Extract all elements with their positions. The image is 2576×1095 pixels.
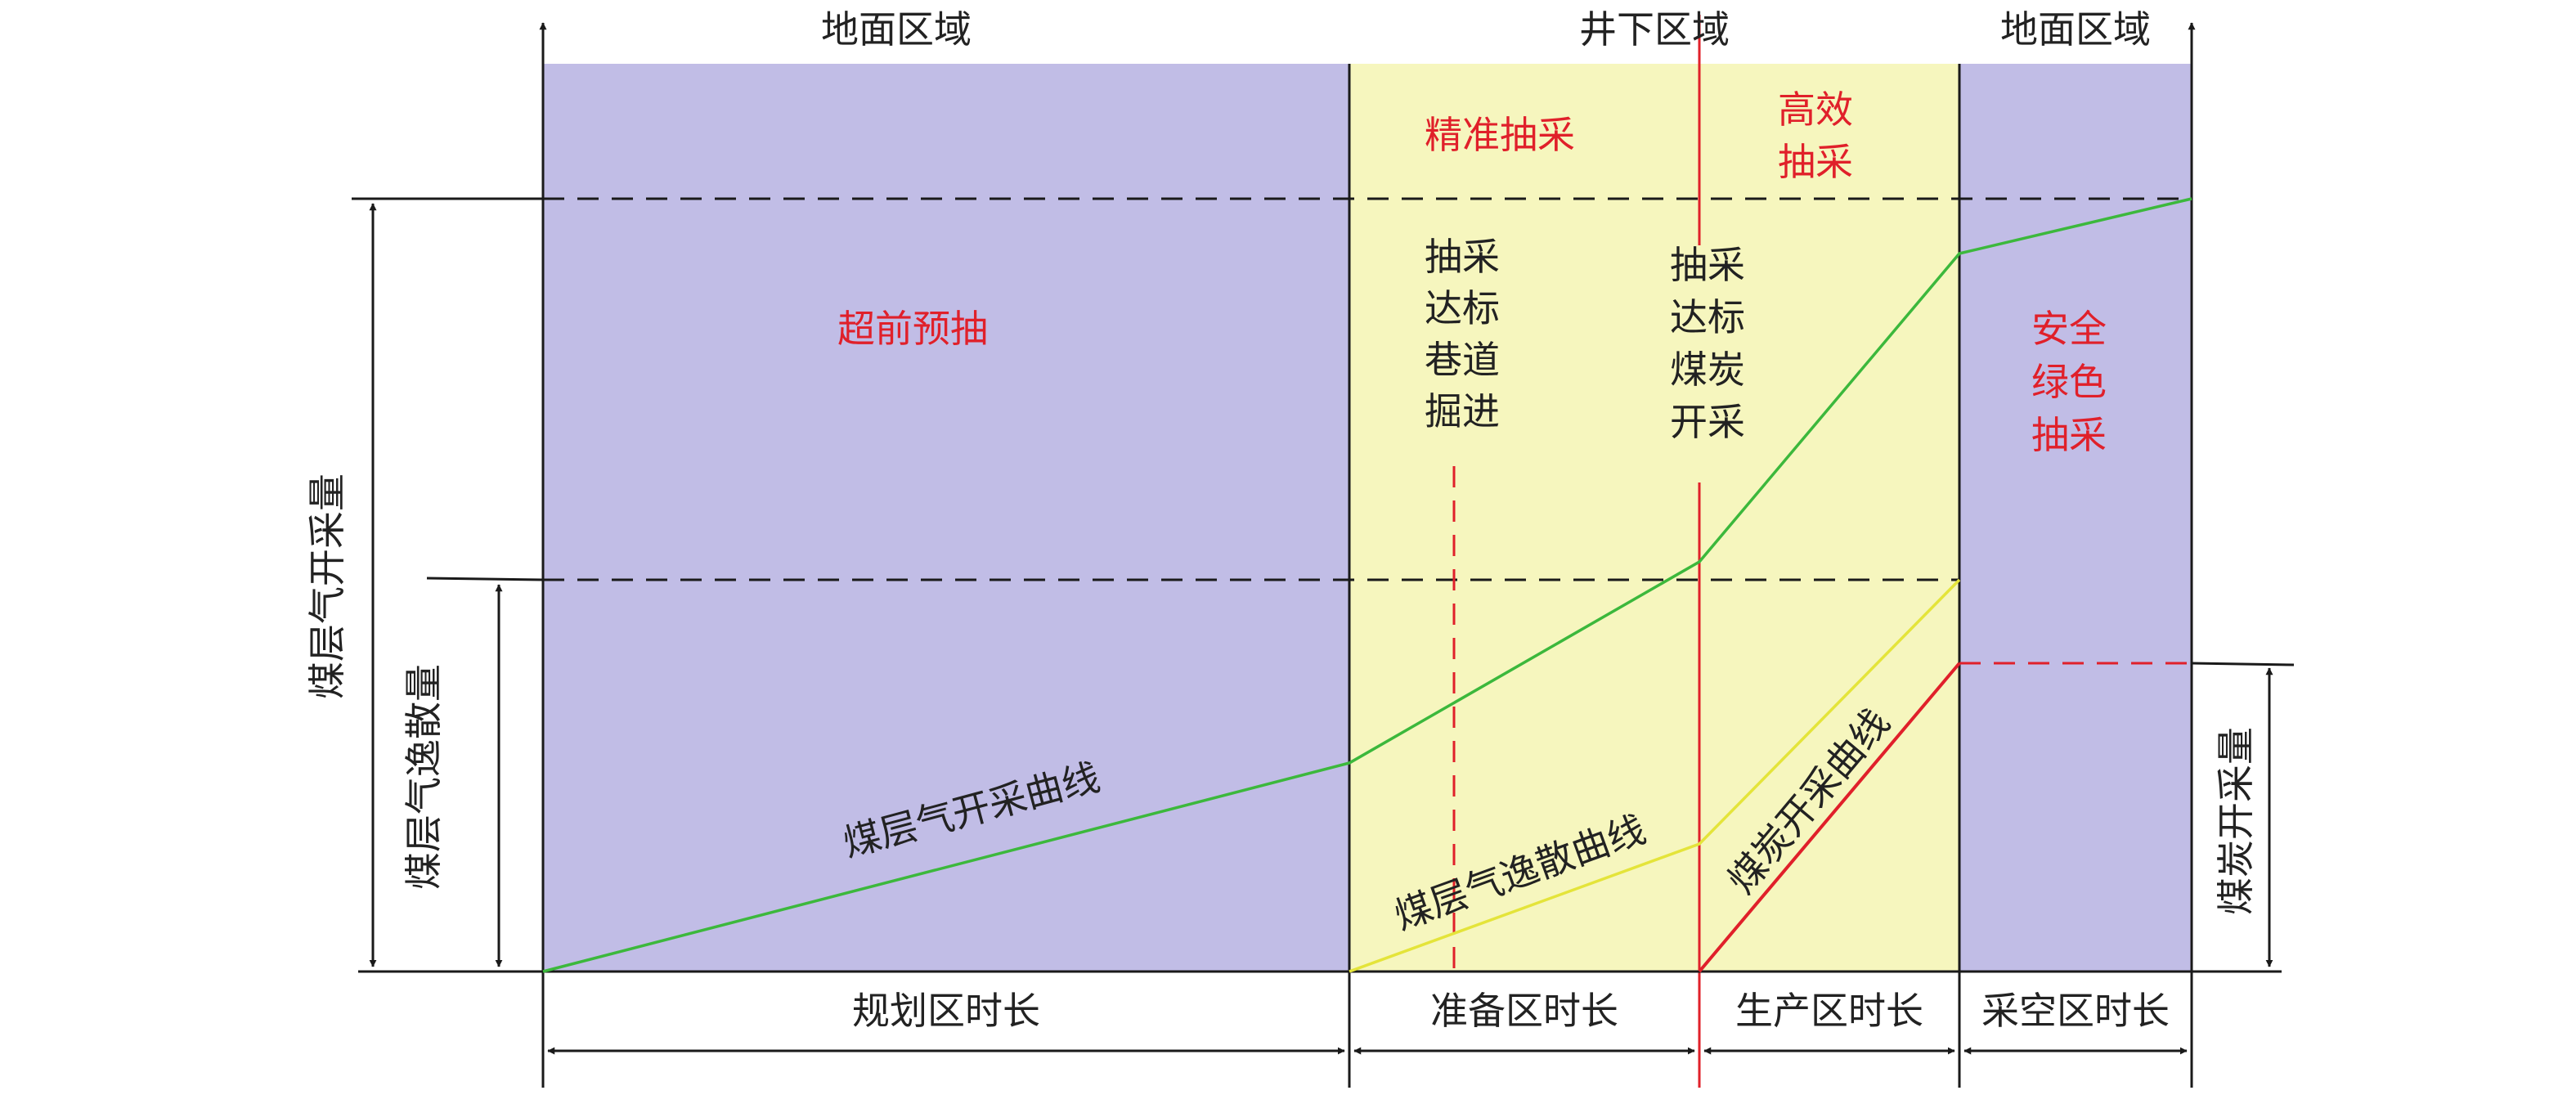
- zone-label-safe-line-1: 安全: [2031, 307, 2107, 351]
- stage-roadway-line-4: 掘进: [1425, 389, 1500, 433]
- axis-label-gas-extraction-volume: 煤层气开采量: [305, 473, 349, 699]
- axis-label-gas-emission-volume: 煤层气逸散量: [402, 664, 446, 890]
- stage-roadway-line-2: 达标: [1425, 286, 1500, 330]
- stage-coal-line-4: 开采: [1670, 400, 1745, 444]
- gas-extraction-curve: [542, 197, 2192, 973]
- zone-label-precise-extraction: 精准抽采: [1425, 113, 1575, 157]
- planning-zone-bg: [543, 64, 1349, 972]
- zone-label-safe-line-3: 抽采: [2031, 413, 2107, 457]
- top-label-surface-left: 地面区域: [821, 7, 972, 52]
- zone-label-advance-predrainage: 超前预抽: [837, 307, 988, 351]
- stage-coal-line-2: 达标: [1670, 295, 1745, 339]
- zone-label-safe-line-2: 绿色: [2031, 360, 2107, 404]
- duration-label-goaf: 采空区时长: [1981, 989, 2170, 1033]
- coal-level-solid: [2191, 662, 2295, 666]
- gas-emission-level-solid: [426, 577, 544, 581]
- goaf-zone-bg: [1959, 64, 2192, 972]
- stage-roadway-line-1: 抽采: [1425, 235, 1500, 279]
- underground-zone-bg: [1349, 64, 1959, 972]
- stage-roadway-line-3: 巷道: [1425, 338, 1500, 382]
- zone-label-efficient-line-1: 高效: [1778, 88, 1853, 132]
- stage-coal-line-3: 煤炭: [1670, 348, 1745, 392]
- gas-emission-curve: [1349, 578, 1961, 973]
- duration-label-planning: 规划区时长: [852, 989, 1040, 1033]
- top-label-underground: 井下区域: [1579, 7, 1730, 52]
- coal-mining-curve: [1698, 662, 1961, 973]
- top-label-surface-right: 地面区域: [2000, 7, 2151, 52]
- axis-label-coal-mining-volume: 煤炭开采量: [2214, 727, 2258, 915]
- zone-label-efficient-line-2: 抽采: [1778, 140, 1853, 184]
- duration-label-preparation: 准备区时长: [1430, 989, 1618, 1033]
- stage-coal-line-1: 抽采: [1670, 243, 1745, 287]
- duration-label-production: 生产区时长: [1735, 989, 1923, 1033]
